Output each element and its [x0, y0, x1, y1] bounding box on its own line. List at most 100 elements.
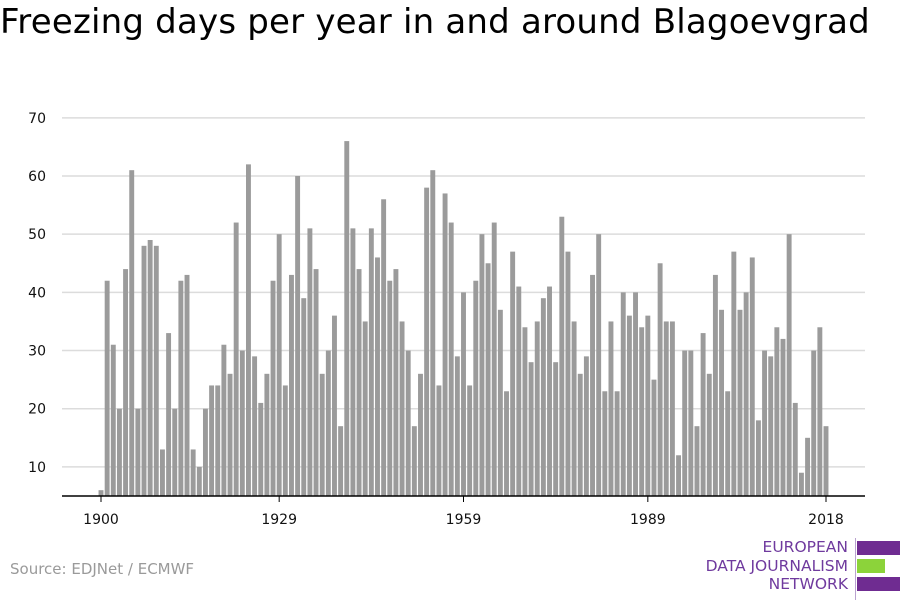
- bar: [116, 408, 122, 496]
- bar: [227, 373, 233, 496]
- bar: [725, 391, 731, 496]
- bar: [663, 321, 669, 496]
- bar: [755, 420, 761, 496]
- bar: [786, 234, 792, 496]
- bar: [375, 257, 380, 496]
- x-tick-label: 1959: [446, 512, 482, 528]
- bar: [141, 245, 147, 496]
- bar: [553, 362, 559, 496]
- bar: [645, 315, 651, 496]
- x-tick-label: 1900: [83, 512, 119, 528]
- bar: [319, 373, 325, 496]
- bar: [418, 373, 423, 496]
- bar: [479, 234, 485, 496]
- bar: [209, 385, 215, 496]
- bar: [762, 350, 768, 496]
- logo-line-2: DATA JOURNALISM: [705, 556, 848, 575]
- x-axis-ticks: 1900 1929 1959 1989 2018: [83, 496, 844, 528]
- bar: [202, 408, 208, 496]
- y-axis-tick-labels: 10 20 30 40 50 60 70: [28, 111, 46, 476]
- bar: [461, 292, 466, 496]
- bar: [504, 391, 509, 496]
- bar: [559, 216, 565, 496]
- bar: [258, 402, 264, 496]
- bar: [135, 408, 141, 496]
- bar: [301, 298, 307, 496]
- bar: [577, 373, 583, 496]
- bar: [473, 280, 479, 496]
- bar: [129, 170, 135, 496]
- logo-bar-middle: [857, 559, 885, 573]
- bar: [405, 350, 411, 496]
- bar: [246, 164, 251, 496]
- bar: [368, 228, 374, 496]
- y-tick-label: 50: [28, 227, 46, 243]
- bar: [485, 263, 491, 496]
- bar: [110, 344, 116, 496]
- bar: [712, 274, 718, 496]
- source-note: Source: EDJNet / ECMWF: [10, 560, 195, 578]
- bar: [221, 344, 227, 496]
- bar: [522, 327, 528, 496]
- bar: [264, 373, 270, 496]
- bar: [547, 286, 552, 496]
- bar: [356, 269, 362, 496]
- bar: [270, 280, 276, 496]
- bar: [743, 292, 749, 496]
- bar: [448, 222, 454, 496]
- bar: [626, 315, 632, 496]
- bar: [430, 170, 436, 496]
- bar: [688, 350, 694, 496]
- x-tick-label: 2018: [808, 512, 844, 528]
- bar: [571, 321, 577, 496]
- bar: [196, 466, 202, 496]
- bar: [239, 350, 245, 496]
- bar: [768, 356, 774, 496]
- y-tick-label: 20: [28, 402, 46, 418]
- bar: [172, 408, 178, 496]
- bar: [411, 426, 417, 496]
- bar: [491, 222, 497, 496]
- bar: [798, 472, 804, 496]
- bar: [731, 251, 737, 496]
- bar: [737, 309, 743, 496]
- bar: [596, 234, 602, 496]
- bar: [166, 333, 172, 496]
- bar: [215, 385, 221, 496]
- bar: [338, 426, 344, 496]
- bar: [565, 251, 571, 496]
- bar: [104, 280, 110, 496]
- logo-bar-top: [857, 541, 900, 555]
- logo-divider: [855, 538, 856, 600]
- bar: [381, 199, 387, 497]
- bar: [436, 385, 442, 496]
- y-tick-label: 30: [28, 344, 46, 360]
- bar: [676, 455, 681, 496]
- bar: [159, 449, 165, 496]
- bar: [123, 269, 129, 496]
- bar: [792, 402, 798, 496]
- y-tick-label: 60: [28, 169, 46, 185]
- bar: [467, 385, 473, 496]
- bar: [774, 327, 780, 496]
- chart-title: Freezing days per year in and around Bla…: [0, 2, 870, 42]
- bar: [313, 269, 319, 496]
- y-tick-label: 40: [28, 285, 46, 301]
- bar: [399, 321, 405, 496]
- bar: [184, 274, 190, 496]
- bar: [289, 274, 294, 496]
- bar: [749, 257, 755, 496]
- bar: [805, 437, 811, 496]
- bar: [147, 240, 153, 496]
- bar: [602, 391, 608, 496]
- bar: [817, 327, 823, 496]
- bar: [325, 350, 331, 496]
- bar: [98, 490, 104, 496]
- bar: [614, 391, 620, 496]
- bar: [700, 333, 706, 496]
- logo-line-1: EUROPEAN: [762, 538, 848, 556]
- bar: [393, 269, 399, 496]
- bar: [252, 356, 258, 496]
- bar: [583, 356, 589, 496]
- bar: [332, 315, 337, 496]
